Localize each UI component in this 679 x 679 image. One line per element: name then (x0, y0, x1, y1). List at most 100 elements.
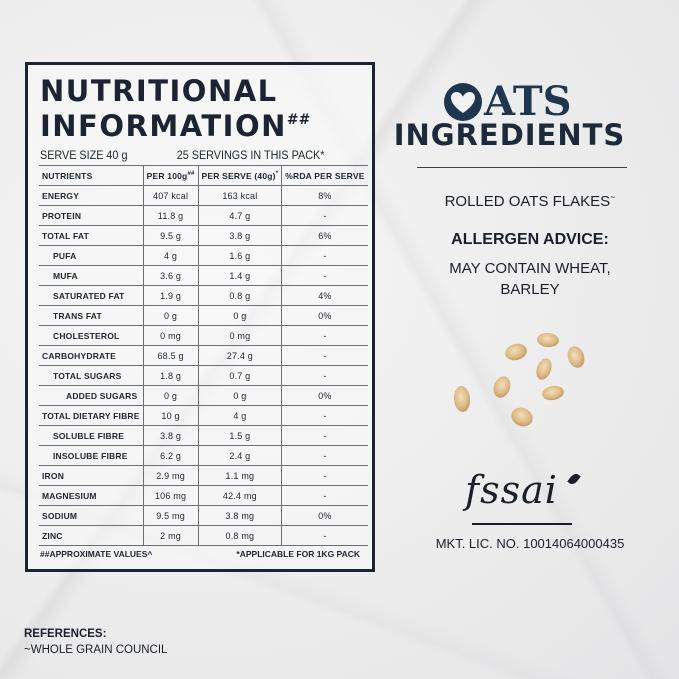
per-100g-value: 0 g (142, 305, 199, 326)
per-100g-value: 6.2 g (142, 445, 199, 466)
nutrient-name: MAGNESIUM (39, 485, 144, 506)
nutrition-title-line1: NUTRITIONAL (40, 74, 278, 108)
fssai-underline (472, 523, 572, 525)
fssai-logo: fssai (465, 468, 558, 512)
table-row: MAGNESIUM 106 mg 42.4 mg - (39, 485, 368, 506)
table-footnotes: ##APPROXIMATE VALUES^ *APPLICABLE FOR 1K… (40, 549, 360, 559)
per-serve-value: 2.4 g (197, 445, 282, 466)
table-row: CARBOHYDRATE 68.5 g 27.4 g- (39, 345, 368, 366)
serve-size: SERVE SIZE 40 g (40, 148, 128, 162)
per-100g-value: 9.5 mg (142, 505, 199, 526)
table-row: SOLUBLE FIBRE 3.8 g 1.5 g- (39, 425, 368, 446)
per-serve-value: 4 g (197, 405, 282, 426)
column-header: %RDA PER SERVE (281, 165, 368, 186)
nutrient-name: TOTAL DIETARY FIBRE (39, 405, 144, 426)
ingredient-item: ROLLED OATS FLAKES~ (444, 192, 616, 210)
column-header: PER SERVE (40g)* (197, 165, 282, 186)
leaf-icon (567, 471, 581, 487)
nutrition-title-line2: INFORMATION (40, 109, 287, 143)
per-100g-value: 0 mg (142, 325, 199, 346)
rda-value: 0% (281, 385, 368, 406)
per-100g-value: 3.6 g (142, 265, 199, 286)
brand-name: ATS (484, 78, 572, 125)
rda-value: 0% (281, 505, 368, 526)
per-serve-value: 3.8 mg (197, 505, 282, 526)
per-serve-value: 0.8 mg (197, 525, 282, 546)
rda-value: - (281, 445, 368, 466)
per-serve-value: 1.5 g (197, 425, 282, 446)
table-header-row: NUTRIENTS PER 100g## PER SERVE (40g)* %R… (39, 165, 368, 186)
allergen-text: MAY CONTAIN WHEAT, BARLEY (449, 260, 611, 298)
per-100g-value: 9.5 g (142, 225, 199, 246)
column-header: NUTRIENTS (39, 165, 144, 186)
per-100g-value: 11.8 g (142, 205, 199, 226)
rda-value: 0% (281, 305, 368, 326)
per-100g-value: 3.8 g (142, 425, 199, 446)
nutrient-name: ZINC (39, 525, 144, 546)
table-row: SODIUM 9.5 mg 3.8 mg 0% (39, 505, 368, 526)
references: REFERENCES: ~WHOLE GRAIN COUNCIL (24, 626, 167, 658)
nutrient-name: PROTEIN (39, 205, 144, 226)
footnote-approximate: ##APPROXIMATE VALUES^ (40, 549, 153, 559)
allergen-heading: ALLERGEN ADVICE: (451, 231, 609, 248)
rda-value: - (281, 265, 368, 286)
table-row: TOTAL SUGARS 1.8 g 0.7 g- (39, 365, 368, 386)
nutrient-name: ADDED SUGARS (39, 385, 144, 406)
nutrient-name: SATURATED FAT (39, 285, 144, 306)
per-100g-value: 2.9 mg (142, 465, 199, 486)
divider (417, 167, 627, 168)
per-100g-value: 0 g (142, 385, 199, 406)
rda-value: - (281, 465, 368, 486)
per-serve-value: 27.4 g (197, 345, 282, 366)
rda-value: - (281, 425, 368, 446)
references-heading: REFERENCES: (24, 628, 107, 640)
table-row: ZINC 2 mg 0.8 mg - (39, 525, 368, 546)
license-number: MKT. LIC. NO. 10014064000435 (435, 536, 625, 551)
per-100g-value: 10 g (142, 405, 199, 426)
rda-value: - (281, 485, 368, 506)
per-serve-value: 4.7 g (197, 205, 282, 226)
title-footnote-mark: ## (286, 112, 311, 128)
nutrient-name: MUFA (39, 265, 144, 286)
nutrient-name: TRANS FAT (39, 305, 144, 326)
rda-value: 4% (281, 285, 368, 306)
ingredients-title: INGREDIENTS (393, 118, 626, 152)
servings-per-pack: 25 SERVINGS IN THIS PACK* (176, 148, 325, 162)
per-serve-value: 1.4 g (197, 265, 282, 286)
table-row: MUFA 3.6 g 1.4 g- (39, 265, 368, 286)
table-row: CHOLESTEROL 0 mg 0 mg - (39, 325, 368, 346)
per-serve-value: 3.8 g (197, 225, 282, 246)
per-serve-value: 1.6 g (197, 245, 282, 266)
per-serve-value: 0 g (197, 385, 282, 406)
per-100g-value: 2 mg (142, 525, 199, 546)
brand-logo: ATS (443, 82, 572, 122)
serving-info: SERVE SIZE 40 g 25 SERVINGS IN THIS PACK… (40, 148, 360, 162)
nutrient-name: ENERGY (39, 185, 144, 206)
per-serve-value: 0.8 g (197, 285, 282, 306)
rda-value: - (281, 205, 368, 226)
nutrient-name: SOLUBLE FIBRE (39, 425, 144, 446)
per-serve-value: 0 mg (197, 325, 282, 346)
per-serve-value: 0 g (197, 305, 282, 326)
table-row: SATURATED FAT 1.9 g 0.8 g 4% (39, 285, 368, 306)
per-100g-value: 1.9 g (142, 285, 199, 306)
nutrient-name: CARBOHYDRATE (39, 345, 144, 366)
per-serve-value: 1.1 mg (197, 465, 282, 486)
table-row: PROTEIN 11.8 g 4.7 g- (39, 205, 368, 226)
nutrient-name: CHOLESTEROL (39, 325, 144, 346)
rda-value: - (281, 345, 368, 366)
reference-item: ~WHOLE GRAIN COUNCIL (24, 644, 168, 656)
nutrient-name: IRON (39, 465, 144, 486)
footnote-pack: *APPLICABLE FOR 1KG PACK (236, 549, 360, 559)
nutrient-name: TOTAL FAT (39, 225, 144, 246)
nutrient-name: INSOLUBE FIBRE (39, 445, 144, 466)
table-row: TOTAL FAT 9.5 g 3.8 g 6% (39, 225, 368, 246)
nutrient-name: PUFA (39, 245, 144, 266)
per-serve-value: 0.7 g (197, 365, 282, 386)
nutrient-name: SODIUM (39, 505, 144, 526)
column-header: PER 100g## (142, 165, 199, 186)
per-100g-value: 106 mg (142, 485, 199, 506)
rda-value: - (281, 405, 368, 426)
